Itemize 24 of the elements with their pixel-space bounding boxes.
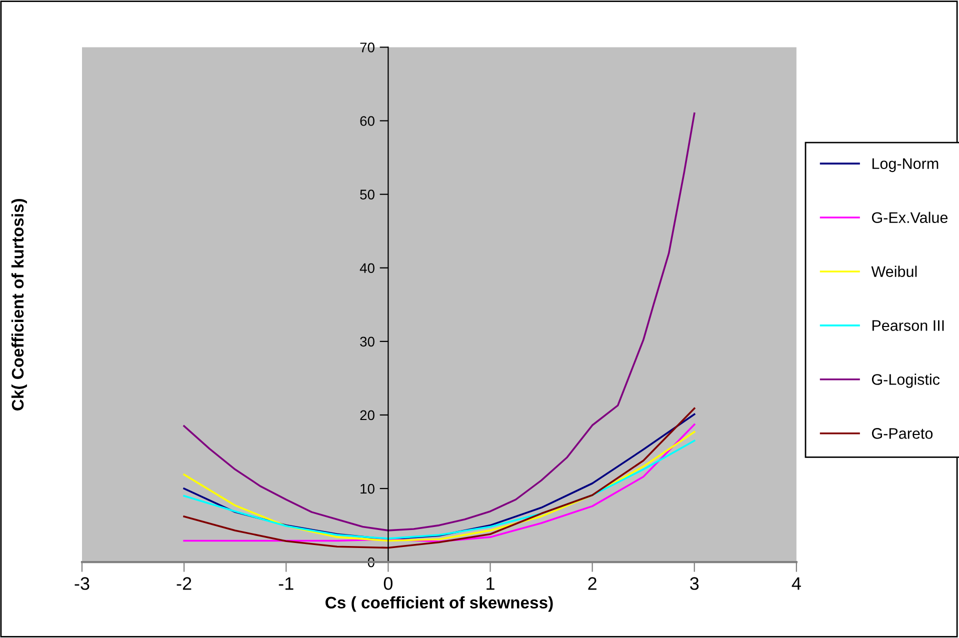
- x-tick-label: 1: [486, 577, 494, 590]
- y-tick-label: 10: [360, 484, 374, 494]
- x-tick-label: -2: [176, 577, 192, 590]
- x-tick-label: -3: [74, 577, 90, 590]
- x-tick-label: 3: [690, 577, 699, 590]
- x-tick-label: 2: [588, 577, 596, 590]
- y-tick-label: 40: [360, 263, 374, 274]
- y-tick-label: 50: [360, 190, 374, 200]
- x-tick-label: -1: [278, 577, 294, 590]
- x-tick-label: 0: [384, 577, 393, 590]
- x-tick-label: 4: [792, 577, 801, 590]
- legend-label: Log-Norm: [872, 158, 938, 172]
- legend-label: Pearson III: [872, 320, 944, 331]
- y-tick-label: 30: [360, 336, 374, 347]
- y-tick-label: 70: [360, 42, 374, 52]
- legend-label: G-Pareto: [872, 428, 933, 439]
- y-tick-label: 60: [360, 116, 374, 126]
- x-axis-title: Cs ( coefficient of skewness): [326, 596, 553, 612]
- y-tick-label: 20: [360, 410, 374, 420]
- legend-label: G-Logistic: [872, 374, 940, 388]
- line-series: [183, 112, 696, 532]
- legend-label: Weibul: [871, 266, 917, 277]
- y-axis-title: Ck( Coefficient of kurtosis): [11, 198, 27, 410]
- legend-label: G-Ex.Value: [872, 212, 948, 224]
